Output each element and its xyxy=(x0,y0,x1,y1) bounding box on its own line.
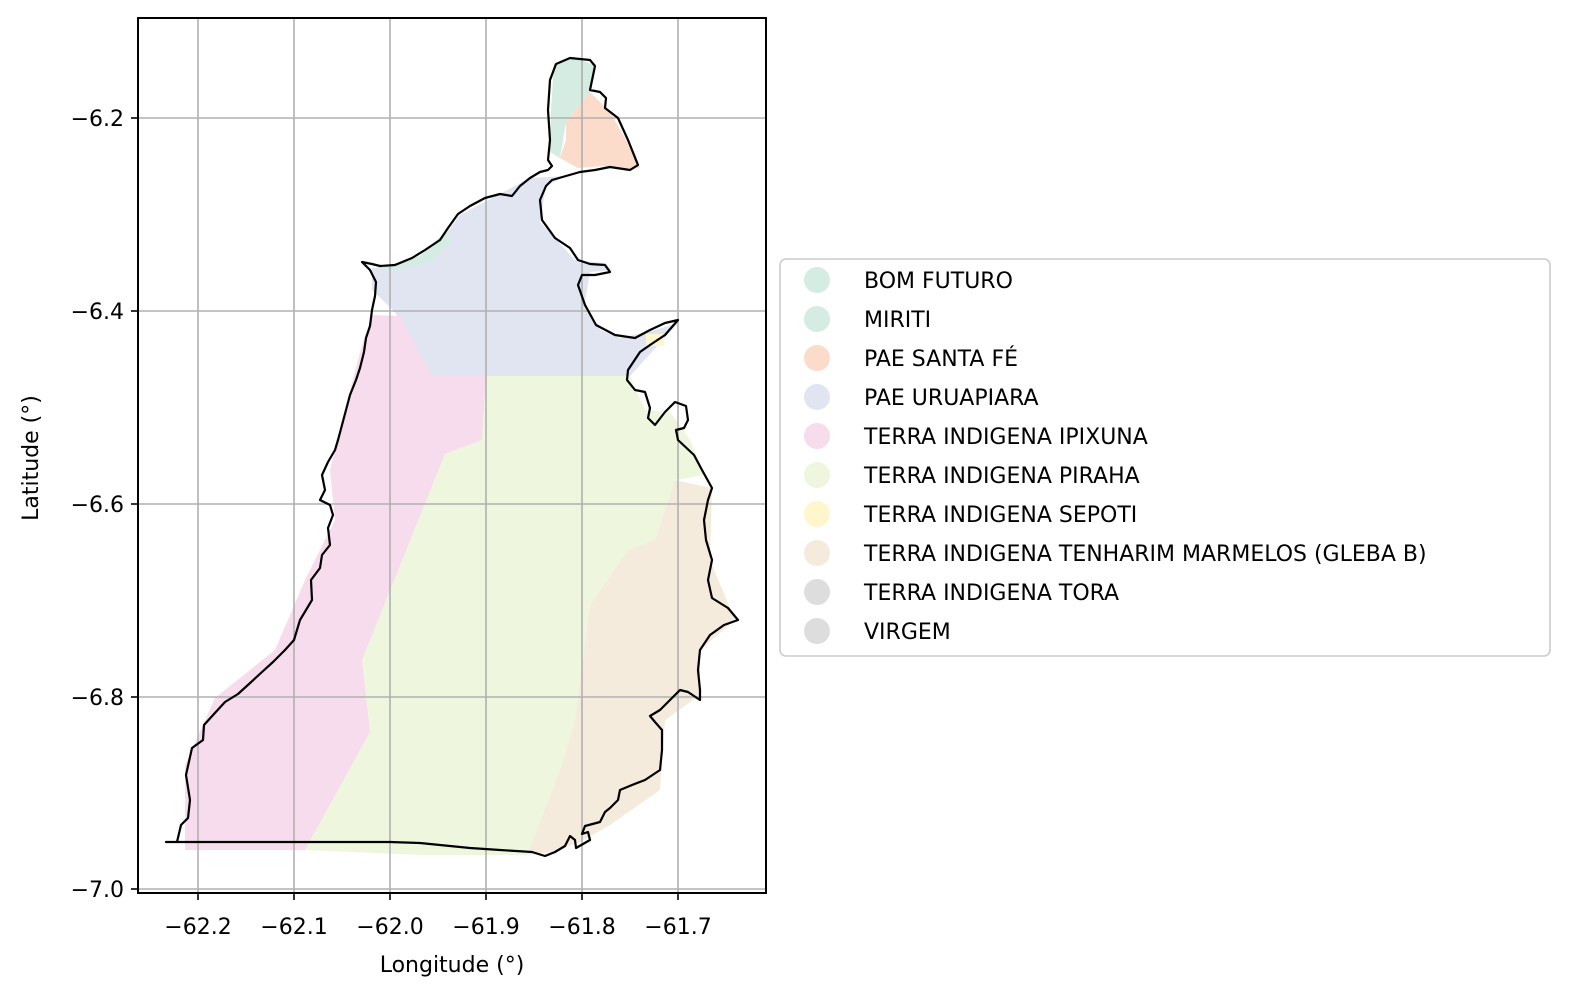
legend-item[interactable]: TERRA INDIGENA SEPOTI xyxy=(804,501,1137,528)
legend-label: MIRITI xyxy=(864,308,931,333)
legend-label: TERRA INDIGENA TENHARIM MARMELOS (GLEBA … xyxy=(863,542,1427,567)
x-tick-label: −61.8 xyxy=(548,915,615,940)
legend-item[interactable]: VIRGEM xyxy=(804,618,951,645)
legend-item[interactable]: PAE URUAPIARA xyxy=(804,384,1039,411)
legend-item[interactable]: MIRITI xyxy=(804,306,931,333)
y-tick-label: −7.0 xyxy=(71,878,124,903)
region-miriti[interactable] xyxy=(550,58,596,158)
legend-marker xyxy=(804,267,830,293)
legend-label: VIRGEM xyxy=(864,620,951,645)
legend-label: TERRA INDIGENA PIRAHA xyxy=(863,464,1140,489)
legend-marker xyxy=(804,540,830,566)
region-pae-uruapiara[interactable] xyxy=(372,176,678,376)
region-terra-indigena-tenharim-marmelos[interactable] xyxy=(527,480,735,855)
x-axis-label: Longitude (°) xyxy=(380,953,525,978)
legend-marker xyxy=(804,462,830,488)
legend-label: BOM FUTURO xyxy=(864,269,1013,294)
region-terra-indigena-ipixuna[interactable] xyxy=(185,315,486,850)
legend-label: TERRA INDIGENA SEPOTI xyxy=(863,503,1137,528)
x-axis: −62.2 −62.1 −62.0 −61.9 −61.8 −61.7 Long… xyxy=(164,893,712,978)
y-axis: −6.2 −6.4 −6.6 −6.8 −7.0 Latitude (°) xyxy=(19,107,138,903)
legend-marker xyxy=(804,306,830,332)
legend-label: PAE SANTA FÉ xyxy=(864,346,1018,372)
region-terra-indigena-sepoti[interactable] xyxy=(646,334,664,346)
axes-frame xyxy=(137,17,767,894)
y-tick-label: −6.2 xyxy=(71,107,124,132)
legend-marker xyxy=(804,384,830,410)
legend-marker xyxy=(804,579,830,605)
legend-item[interactable]: TERRA INDIGENA TENHARIM MARMELOS (GLEBA … xyxy=(804,540,1427,567)
legend-marker xyxy=(804,501,830,527)
x-tick-label: −62.1 xyxy=(260,915,327,940)
x-tick-label: −61.7 xyxy=(644,915,711,940)
legend-marker xyxy=(804,345,830,371)
municipality-boundary xyxy=(164,56,740,858)
y-tick-label: −6.6 xyxy=(71,493,124,518)
x-tick-label: −61.9 xyxy=(452,915,519,940)
legend-item[interactable]: TERRA INDIGENA TORA xyxy=(804,579,1119,606)
legend-item[interactable]: TERRA INDIGENA IPIXUNA xyxy=(804,423,1148,450)
grid-lines xyxy=(138,18,766,893)
region-polygons xyxy=(185,58,735,855)
y-axis-label: Latitude (°) xyxy=(19,395,44,521)
x-tick-label: −62.2 xyxy=(164,915,231,940)
legend-label: PAE URUAPIARA xyxy=(864,386,1039,411)
legend-marker xyxy=(804,423,830,449)
y-tick-label: −6.4 xyxy=(71,300,124,325)
region-pae-santa-fe[interactable] xyxy=(560,92,640,170)
legend-label: TERRA INDIGENA TORA xyxy=(863,581,1119,606)
legend-marker xyxy=(804,618,830,644)
y-tick-label: −6.8 xyxy=(71,686,124,711)
legend-item[interactable]: PAE SANTA FÉ xyxy=(804,345,1018,372)
region-terra-indigena-piraha[interactable] xyxy=(305,376,705,855)
legend-item[interactable]: TERRA INDIGENA PIRAHA xyxy=(804,462,1140,489)
legend: BOM FUTURO MIRITI PAE SANTA FÉ PAE URUAP… xyxy=(779,258,1551,657)
legend-box xyxy=(779,258,1551,657)
legend-item[interactable]: BOM FUTURO xyxy=(804,267,1013,294)
legend-label: TERRA INDIGENA IPIXUNA xyxy=(863,425,1148,450)
x-tick-label: −62.0 xyxy=(356,915,423,940)
